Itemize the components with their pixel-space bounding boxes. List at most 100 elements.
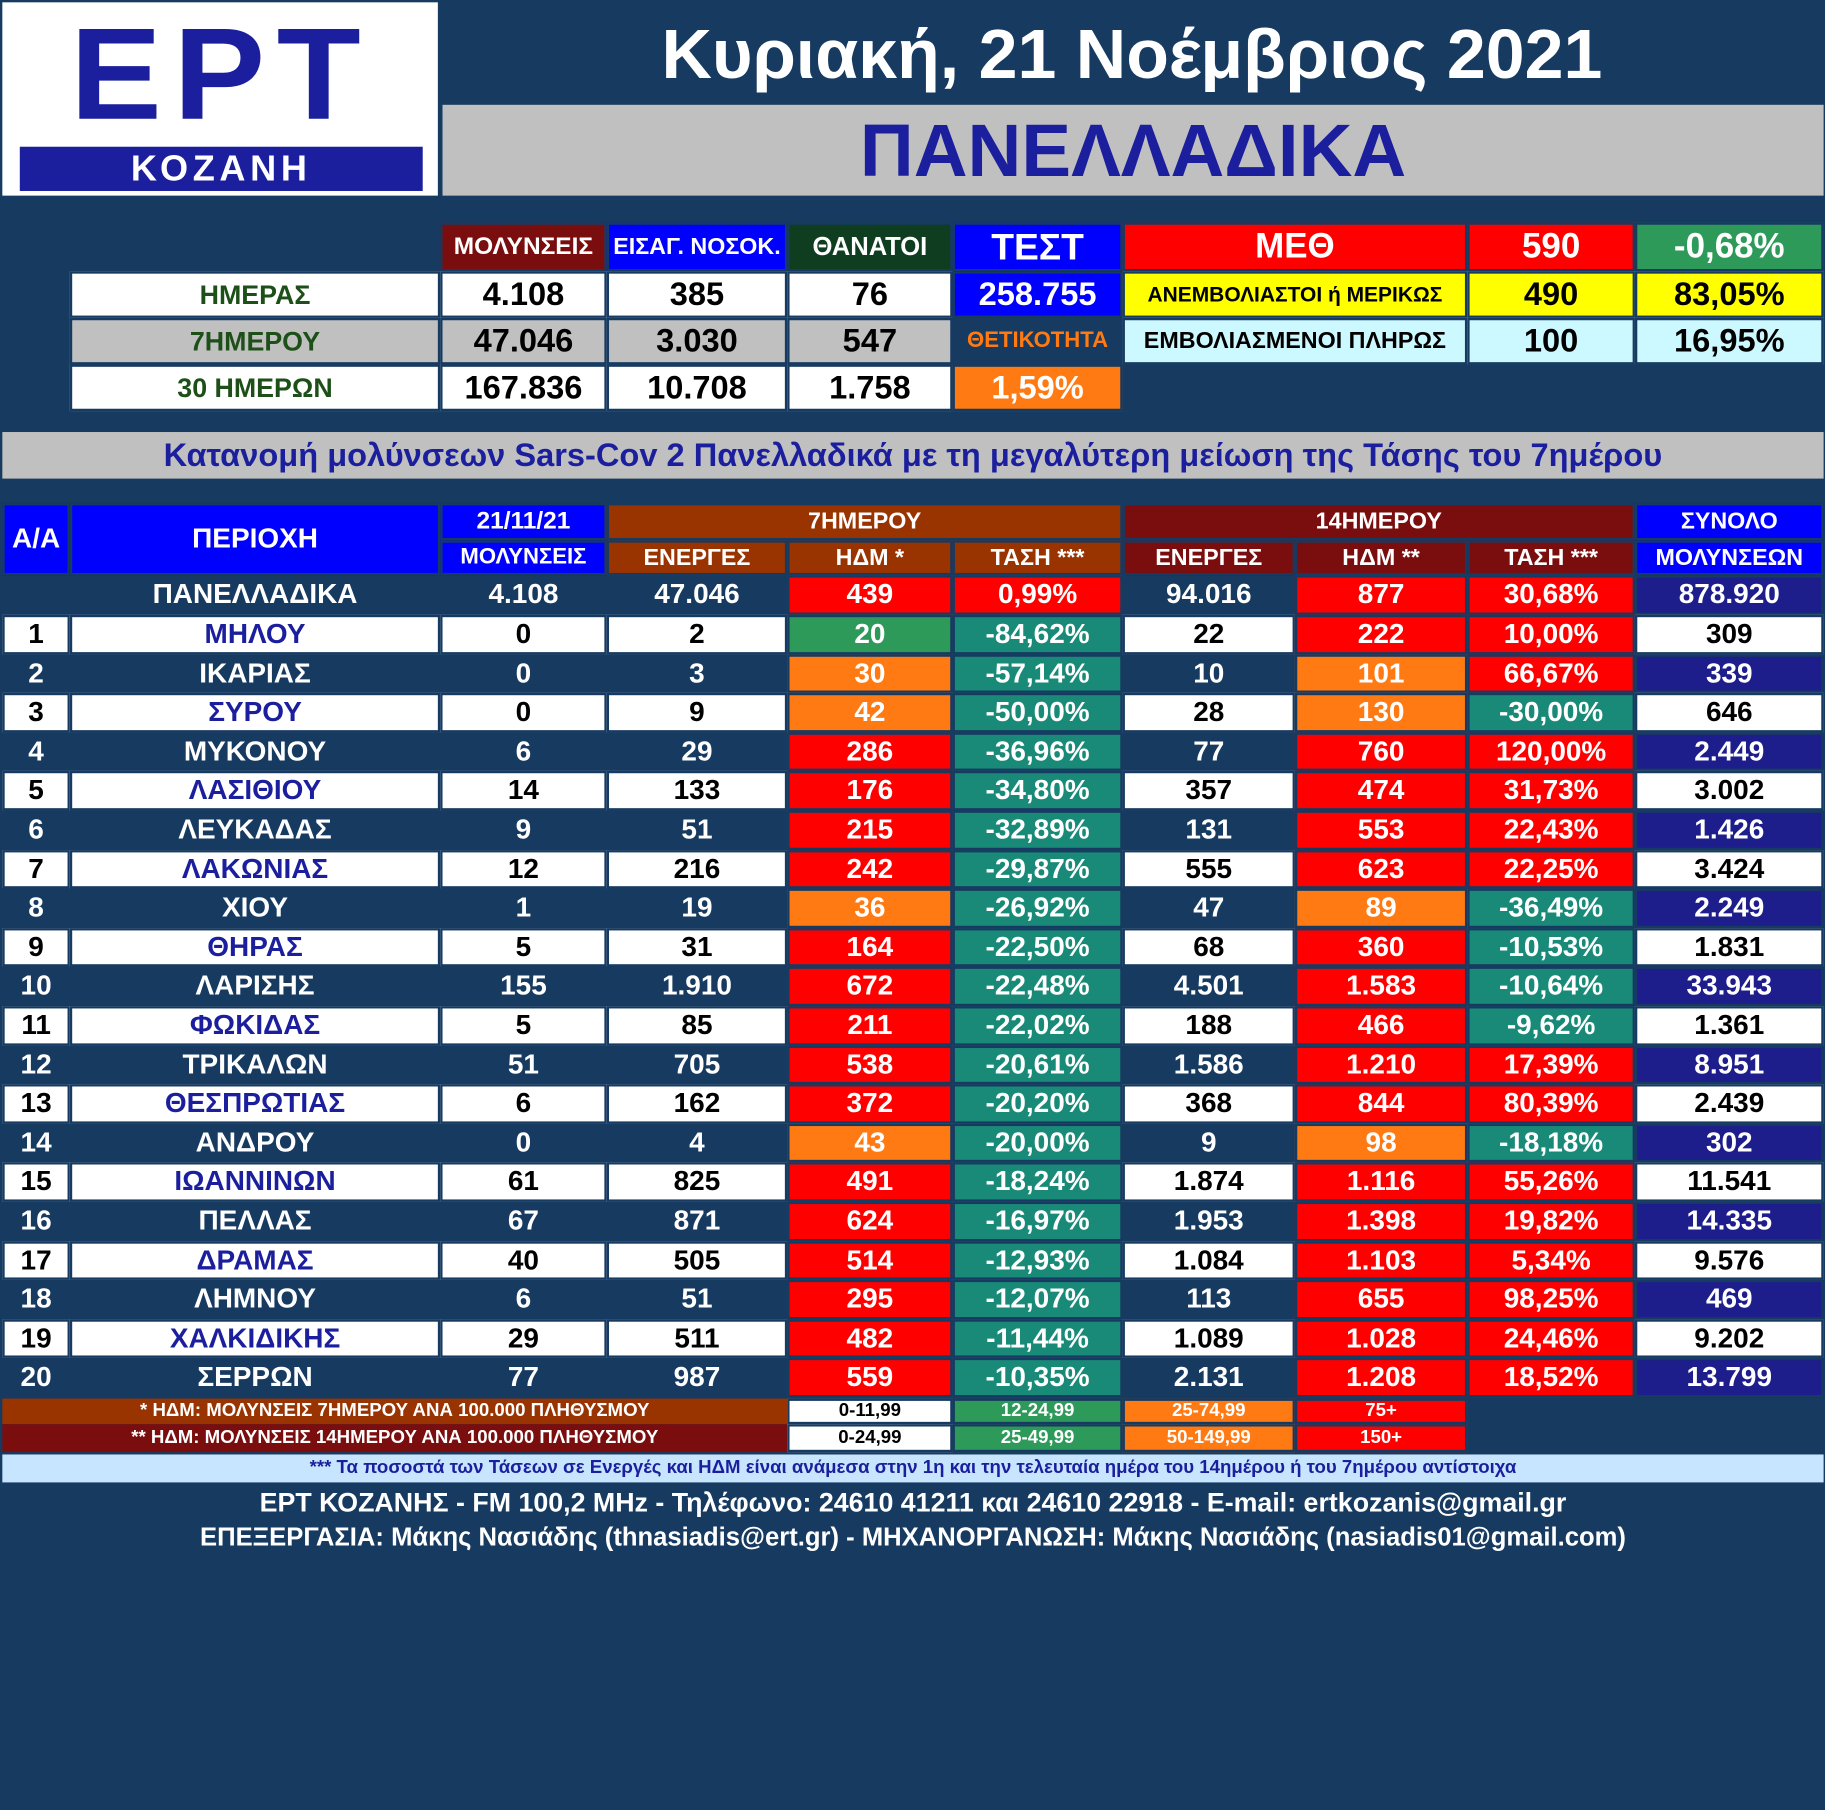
page-date: Κυριακή, 21 Νοέμβριος 2021 [661,14,1603,93]
cell-new-infections: 67 [440,1201,607,1242]
cell-trend-7day: -84,62% [952,614,1123,655]
cell-active-14day: 131 [1122,810,1295,851]
summary-day-infections: 4.108 [440,271,607,318]
cell-total-infections: 3.424 [1634,850,1824,889]
cell-active-7day: 825 [606,1162,788,1202]
cell-active-7day: 987 [606,1357,788,1398]
cell-trend-14day: 22,25% [1467,850,1635,889]
cell-idm-7day: 42 [787,692,953,733]
cell-aa: 10 [2,966,70,1007]
cell-new-infections: 0 [440,692,607,733]
cell-new-infections: 14 [440,770,607,811]
cell-aa: 3 [2,692,70,733]
cell-idm-14day: 553 [1294,810,1468,851]
cell-trend-14day: 17,39% [1467,1045,1635,1085]
cell-total-infections: 339 [1634,654,1824,693]
legend-14day-range-1: 0-24,99 [787,1424,953,1453]
cell-active-7day: 871 [606,1201,788,1242]
cell-active-7day: 705 [606,1045,788,1085]
legend-7day-range-3: 25-74,99 [1122,1398,1295,1425]
summary-test-value: 258.755 [952,271,1123,318]
national-active-7day: 47.046 [606,575,788,615]
cell-region: ΦΩΚΙΔΑΣ [69,1006,441,1046]
cell-idm-7day: 538 [787,1045,953,1085]
cell-trend-7day: -20,20% [952,1084,1123,1124]
cell-aa: 1 [2,614,70,655]
cell-region: ΧΙΟΥ [69,888,441,929]
cell-aa: 9 [2,928,70,967]
col-header-trend7: ΤΑΣΗ *** [952,540,1123,576]
cell-idm-14day: 1.210 [1294,1045,1468,1085]
cell-active-7day: 4 [606,1123,788,1163]
cell-idm-7day: 514 [787,1241,953,1280]
cell-active-14day: 9 [1122,1123,1295,1163]
cell-aa: 2 [2,654,70,693]
icu-label: ΜΕΘ [1122,222,1468,272]
unvaccinated-label: ΑΝΕΜΒΟΛΙΑΣΤΟΙ ή ΜΕΡΙΚΩΣ [1122,271,1468,318]
cell-trend-14day: 24,46% [1467,1319,1635,1358]
cell-total-infections: 33.943 [1634,966,1824,1007]
cell-trend-7day: -57,14% [952,654,1123,693]
summary-positivity-value: 1,59% [952,364,1123,412]
cell-trend-7day: -22,02% [952,1006,1123,1046]
col-header-active7: ΕΝΕΡΓΕΣ [606,540,788,576]
summary-day-admissions: 385 [606,271,788,318]
cell-idm-7day: 372 [787,1084,953,1124]
cell-idm-7day: 624 [787,1201,953,1242]
cell-active-7day: 505 [606,1241,788,1280]
cell-new-infections: 9 [440,810,607,851]
cell-trend-7day: -50,00% [952,692,1123,733]
cell-total-infections: 309 [1634,614,1824,655]
cell-new-infections: 12 [440,850,607,889]
summary-7day-infections: 47.046 [440,317,607,365]
cell-active-14day: 4.501 [1122,966,1295,1007]
cell-idm-7day: 482 [787,1319,953,1358]
cell-idm-14day: 1.583 [1294,966,1468,1007]
cell-active-14day: 10 [1122,654,1295,693]
cell-total-infections: 1.831 [1634,928,1824,967]
icu-value: 590 [1467,222,1635,272]
cell-trend-7day: -34,80% [952,770,1123,811]
cell-total-infections: 14.335 [1634,1201,1824,1242]
cell-trend-7day: -16,97% [952,1201,1123,1242]
cell-region: ΛΗΜΝΟΥ [69,1279,441,1320]
cell-trend-14day: -9,62% [1467,1006,1635,1046]
summary-header-admissions: ΕΙΣΑΓ. ΝΟΣΟΚ. [606,222,788,272]
cell-trend-14day: 31,73% [1467,770,1635,811]
cell-region: ΑΝΔΡΟΥ [69,1123,441,1163]
cell-trend-7day: -11,44% [952,1319,1123,1358]
cell-region: ΛΑΣΙΘΙΟΥ [69,770,441,811]
cell-total-infections: 8.951 [1634,1045,1824,1085]
unvaccinated-value: 490 [1467,271,1635,318]
footer-credits: ΕΠΕΞΕΡΓΑΣΙΑ: Μάκης Νασιάδης (thnasiadis@… [199,1522,1626,1552]
cell-trend-7day: -20,61% [952,1045,1123,1085]
cell-trend-14day: 10,00% [1467,614,1635,655]
cell-trend-14day: -10,64% [1467,966,1635,1007]
col-header-infections: ΜΟΛΥΝΣΕΙΣ [440,540,607,576]
cell-idm-14day: 360 [1294,928,1468,967]
legend-7day-range-4: 75+ [1294,1398,1468,1425]
cell-region: ΠΕΛΛΑΣ [69,1201,441,1242]
national-idm-14day: 877 [1294,575,1468,615]
national-active-14day: 94.016 [1122,575,1295,615]
cell-trend-7day: -10,35% [952,1357,1123,1398]
cell-idm-7day: 20 [787,614,953,655]
national-trend-7day: 0,99% [952,575,1123,615]
cell-aa: 6 [2,810,70,851]
cell-trend-14day: 98,25% [1467,1279,1635,1320]
cell-active-7day: 9 [606,692,788,733]
cell-active-14day: 368 [1122,1084,1295,1124]
national-idm-7day: 439 [787,575,953,615]
distribution-banner: Κατανομή μολύνσεων Sars-Cov 2 Πανελλαδικ… [2,432,1824,479]
cell-new-infections: 155 [440,966,607,1007]
cell-aa: 4 [2,732,70,771]
summary-row-day-label: ΗΜΕΡΑΣ [69,271,441,318]
legend-14day-range-4: 150+ [1294,1424,1468,1453]
unvaccinated-pct: 83,05% [1634,271,1824,318]
cell-idm-14day: 1.103 [1294,1241,1468,1280]
cell-aa: 16 [2,1201,70,1242]
cell-new-infections: 6 [440,1084,607,1124]
cell-aa: 11 [2,1006,70,1046]
cell-idm-14day: 1.208 [1294,1357,1468,1398]
cell-active-7day: 511 [606,1319,788,1358]
